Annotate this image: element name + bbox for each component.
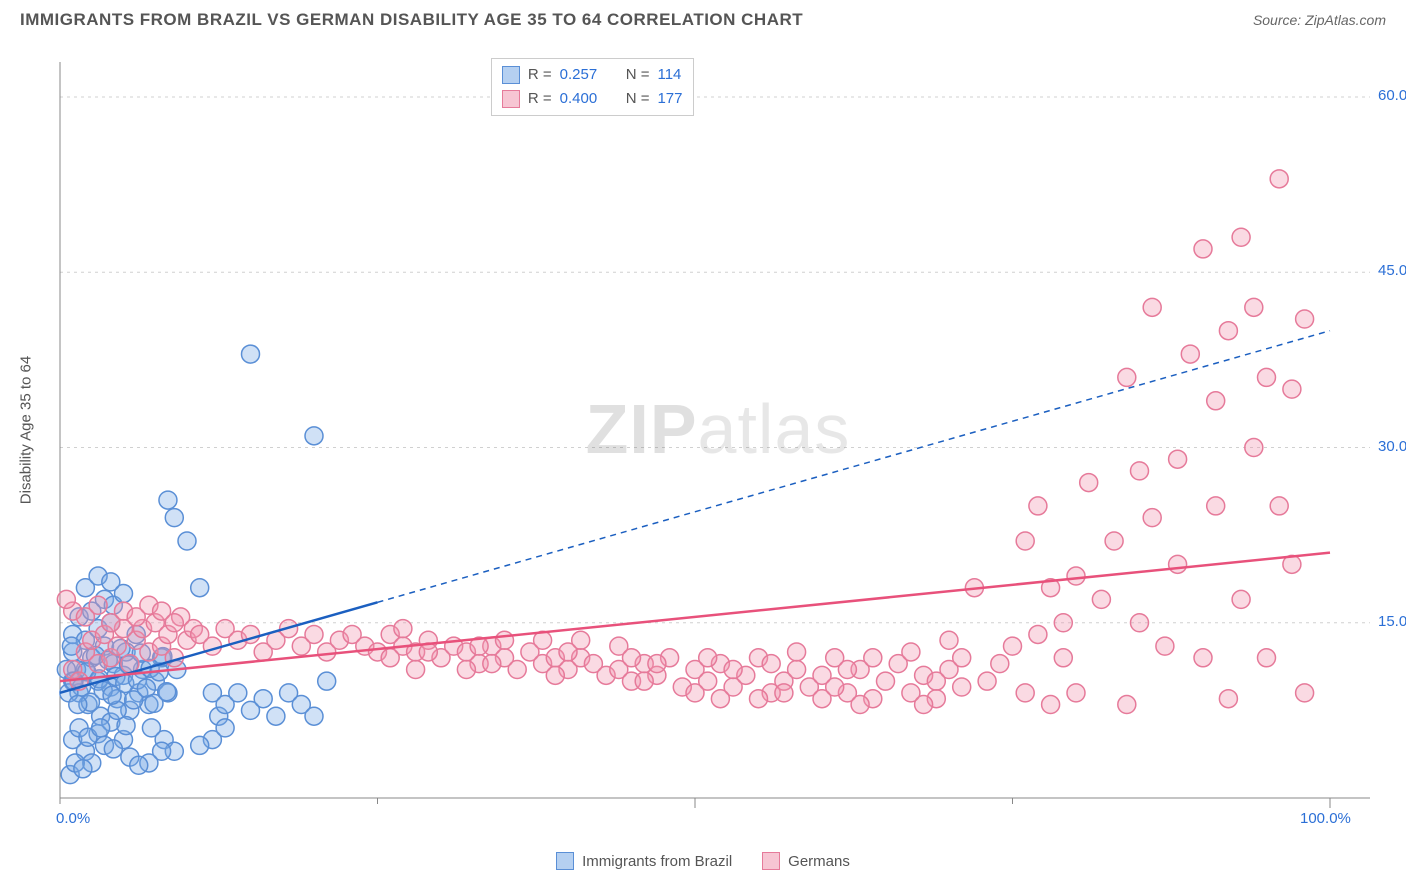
y-tick-label: 60.0% — [1378, 87, 1406, 104]
correlation-stats-box: R = 0.257 N = 114R = 0.400 N = 177 — [491, 58, 694, 116]
legend-label: Immigrants from Brazil — [582, 853, 732, 870]
source-attribution: Source: ZipAtlas.com — [1253, 12, 1386, 28]
chart-title: IMMIGRANTS FROM BRAZIL VS GERMAN DISABIL… — [20, 10, 803, 30]
y-tick-label: 45.0% — [1378, 262, 1406, 279]
y-tick-label: 30.0% — [1378, 438, 1406, 455]
series-swatch — [762, 852, 780, 870]
legend-item: Germans — [762, 852, 850, 870]
y-axis-label: Disability Age 35 to 64 — [18, 356, 35, 504]
legend-label: Germans — [788, 853, 850, 870]
series-swatch — [556, 852, 574, 870]
stats-row: R = 0.400 N = 177 — [502, 87, 683, 111]
plot-area: ZIPatlas R = 0.257 N = 114R = 0.400 N = … — [50, 48, 1386, 818]
y-tick-label: 15.0% — [1378, 613, 1406, 630]
legend-item: Immigrants from Brazil — [556, 852, 732, 870]
x-tick-label: 100.0% — [1300, 810, 1351, 827]
series-swatch — [502, 90, 520, 108]
stats-row: R = 0.257 N = 114 — [502, 63, 683, 87]
series-swatch — [502, 66, 520, 84]
scatter-chart-svg — [50, 48, 1386, 818]
legend: Immigrants from Brazil Germans — [0, 852, 1406, 870]
x-tick-label: 0.0% — [56, 810, 90, 827]
